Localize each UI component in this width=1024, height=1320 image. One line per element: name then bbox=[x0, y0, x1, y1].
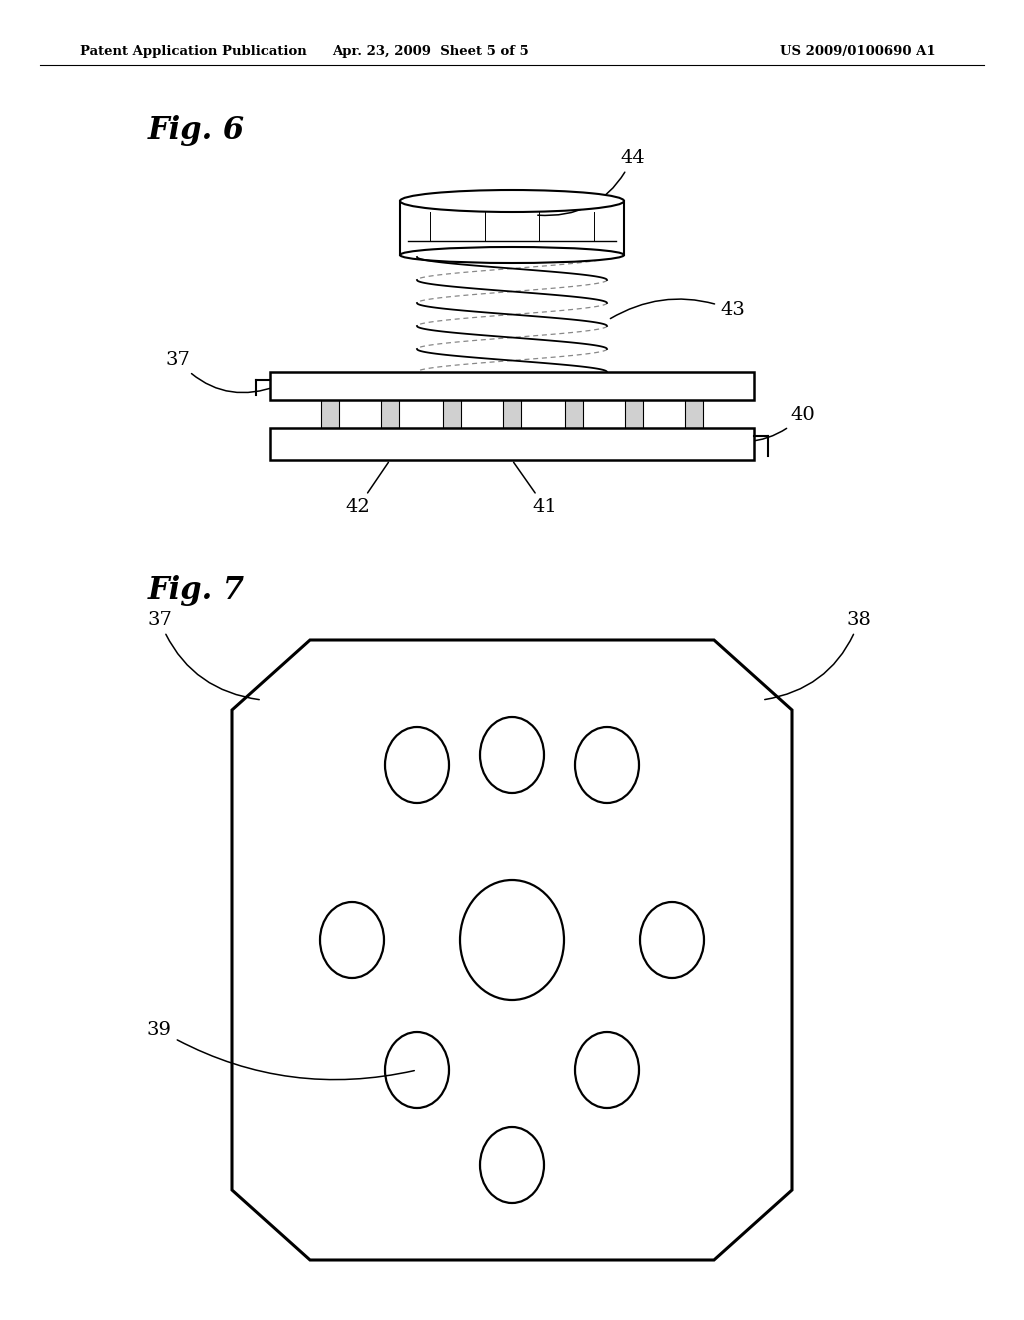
Ellipse shape bbox=[400, 190, 624, 213]
Text: 41: 41 bbox=[514, 462, 557, 516]
Bar bbox=[270, 428, 754, 459]
Text: 37: 37 bbox=[147, 611, 259, 700]
Bar bbox=[270, 372, 754, 400]
Bar bbox=[625, 400, 643, 428]
Text: 40: 40 bbox=[746, 407, 815, 442]
Text: 44: 44 bbox=[538, 149, 645, 215]
Polygon shape bbox=[232, 640, 792, 1261]
Bar bbox=[321, 400, 339, 428]
Bar bbox=[381, 400, 399, 428]
Text: Apr. 23, 2009  Sheet 5 of 5: Apr. 23, 2009 Sheet 5 of 5 bbox=[332, 45, 528, 58]
Text: 42: 42 bbox=[346, 462, 388, 516]
Text: Fig. 6: Fig. 6 bbox=[148, 115, 245, 147]
Ellipse shape bbox=[400, 247, 624, 263]
Text: 43: 43 bbox=[610, 300, 744, 319]
Text: 39: 39 bbox=[147, 1020, 415, 1080]
Bar bbox=[443, 400, 461, 428]
Bar bbox=[400, 201, 624, 255]
Bar bbox=[565, 400, 583, 428]
Text: Patent Application Publication: Patent Application Publication bbox=[80, 45, 307, 58]
Text: 37: 37 bbox=[165, 351, 278, 392]
Text: 38: 38 bbox=[765, 611, 871, 700]
Bar bbox=[503, 400, 521, 428]
Text: US 2009/0100690 A1: US 2009/0100690 A1 bbox=[780, 45, 936, 58]
Bar bbox=[685, 400, 703, 428]
Text: Fig. 7: Fig. 7 bbox=[148, 576, 245, 606]
